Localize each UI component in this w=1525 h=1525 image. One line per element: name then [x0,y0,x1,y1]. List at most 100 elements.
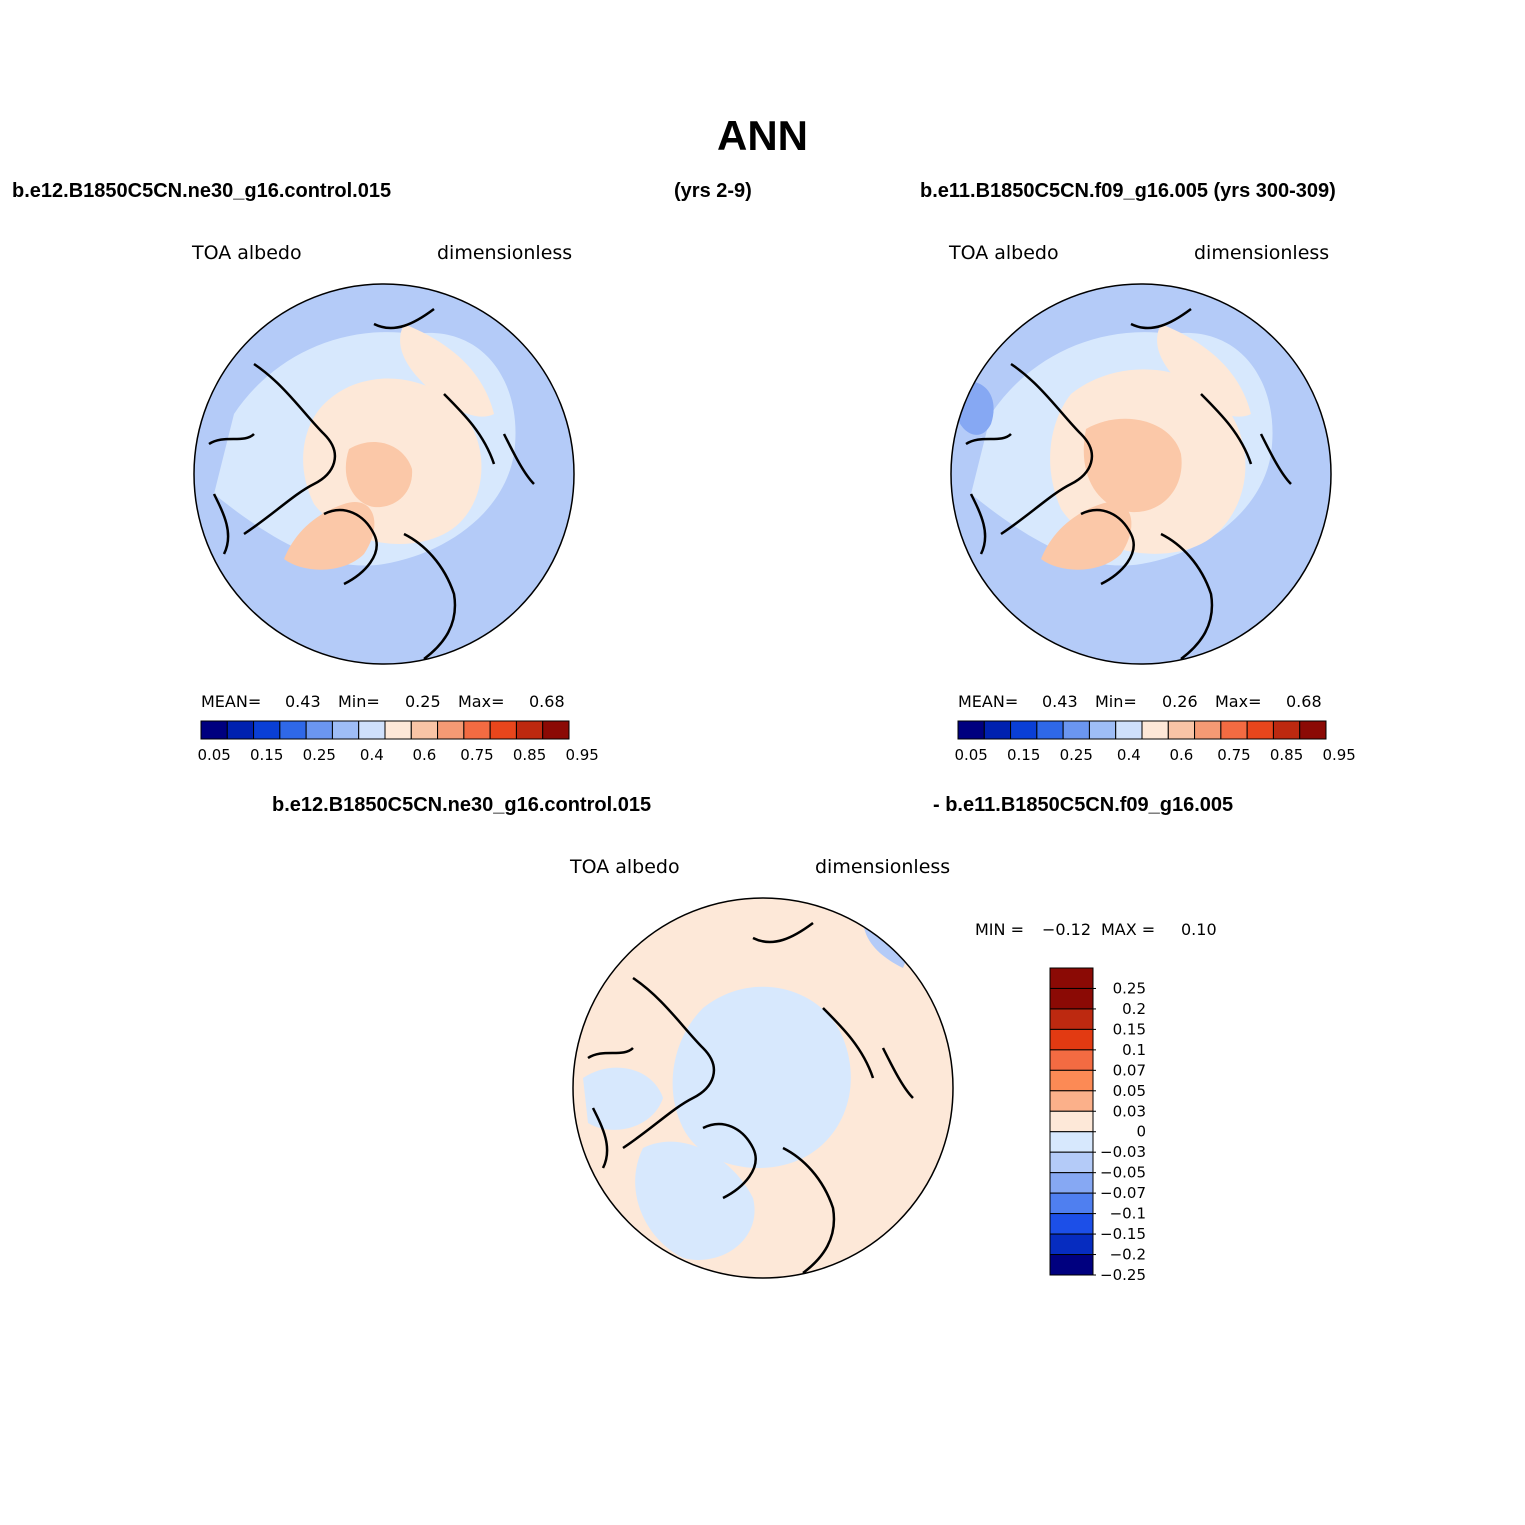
panel2-units-label: dimensionless [1194,242,1330,264]
panel1-min-label: Min= [338,692,380,711]
colorbar-segment [1194,720,1222,740]
panel2-mean-value: 0.43 [1042,692,1078,711]
colorbar-segment [384,720,412,740]
colorbar-tick-label: 0.1 [1122,1041,1146,1059]
colorbar-tick-label: −0.2 [1110,1246,1146,1264]
panel1-max-value: 0.68 [529,692,565,711]
colorbar-segment [1272,720,1301,740]
colorbar-tick-label: 0.6 [412,746,436,764]
colorbar-tick-label: 0.95 [565,746,598,764]
panel1-max-label: Max= [458,692,505,711]
colorbar-tick-label: −0.25 [1100,1266,1146,1284]
panel1-variable-label: TOA albedo [192,242,302,264]
panel2-polar-map [950,283,1332,665]
panel2-mean-label: MEAN= [958,692,1019,711]
colorbar-tick-label: 0.4 [1117,746,1141,764]
colorbar-segment [1115,720,1143,740]
siberia-region [1157,324,1251,417]
colorbar-segment [1246,720,1274,740]
colorbar-segment [253,720,281,740]
colorbar-tick-label: 0.75 [1217,746,1250,764]
colorbar-tick-label: 0.25 [303,746,336,764]
colorbar-segment [358,720,386,740]
colorbar-segment [437,720,465,740]
colorbar-segment [1049,1049,1094,1071]
colorbar-tick-label: 0.2 [1122,1000,1146,1018]
panel1-min-value: 0.25 [405,692,441,711]
diff-min-label: MIN = [975,920,1024,939]
arctic-diff-region [672,986,851,1168]
canada-diff-region [583,1067,663,1130]
colorbar-tick-label: 0.75 [460,746,493,764]
colorbar-tick-label: −0.05 [1100,1164,1146,1182]
coastline [965,307,1292,660]
colorbar-tick-label: 0.15 [1113,1020,1146,1038]
colorbar-segment [1010,720,1038,740]
colorbar-segment [279,720,307,740]
colorbar-segment [1036,720,1064,740]
panel2-min-label: Min= [1095,692,1137,711]
colorbar-tick-label: −0.1 [1110,1205,1146,1223]
colorbar-segment [515,720,544,740]
colorbar-tick-label: 0.4 [360,746,384,764]
colorbar-segment [1141,720,1169,740]
siberia-region [400,324,494,417]
panel1-units-label: dimensionless [437,242,573,264]
colorbar-segment [1049,1151,1094,1174]
coastline [587,921,914,1274]
colorbar-segment [1049,987,1094,1010]
colorbar-tick-label: 0.85 [513,746,546,764]
diff-case-name-left: b.e12.B1850C5CN.ne30_g16.control.015 [272,794,652,816]
panel1-colorbar: 0.05 0.15 0.25 0.4 0.6 0.75 0.85 0.95 [197,720,599,764]
colorbar-segment [489,720,517,740]
colorbar-segment [1049,967,1094,989]
colorbar-tick-label: 0.95 [1322,746,1355,764]
colorbar-tick-label: 0.03 [1113,1102,1146,1120]
colorbar-segment [410,720,439,740]
colorbar-tick-label: 0.85 [1270,746,1303,764]
colorbar-tick-label: 0.25 [1113,979,1146,997]
diff-case-name-right: - b.e11.B1850C5CN.f09_g16.005 [933,794,1234,816]
colorbar-segment [1299,720,1327,740]
panel1-mean-label: MEAN= [201,692,262,711]
colorbar-segment [1049,1069,1094,1092]
colorbar-segment [1049,1233,1094,1256]
colorbar-segment [1049,1213,1094,1235]
case-name-right: b.e11.B1850C5CN.f09_g16.005 (yrs 300-309… [920,180,1336,202]
diff-max-value: 0.10 [1181,920,1217,939]
panel2-min-value: 0.26 [1162,692,1198,711]
colorbar-segment [1220,720,1248,740]
diff-colorbar: 0.25 0.2 0.15 0.1 0.07 0.05 0.03 0 −0.03 −0.05 −0.… [1049,967,1146,1284]
colorbar-segment [1049,1028,1094,1051]
colorbar-tick-label: 0.05 [954,746,987,764]
colorbar-segment [1049,1008,1094,1030]
colorbar-tick-label: 0 [1136,1123,1146,1141]
atlantic-diff-region [635,1141,755,1260]
panel2-variable-label: TOA albedo [949,242,1059,264]
colorbar-tick-label: 0.05 [1113,1082,1146,1100]
years-label: (yrs 2-9) [674,180,752,202]
diff-min-value: −0.12 [1042,920,1092,939]
colorbar-tick-label: −0.15 [1100,1225,1146,1243]
colorbar-segment [983,720,1012,740]
colorbar-segment [1049,1090,1094,1112]
diff-polar-map [572,897,954,1279]
colorbar-segment [200,720,228,740]
colorbar-segment [1167,720,1196,740]
diff-units-label: dimensionless [815,856,951,878]
panel1-mean-value: 0.43 [285,692,321,711]
greenland-region [284,502,375,570]
colorbar-segment [1049,1131,1094,1153]
colorbar-segment [226,720,255,740]
coastline [208,307,535,660]
colorbar-segment [1049,1254,1094,1276]
central-arctic-region [1083,418,1182,513]
panel2-max-label: Max= [1215,692,1262,711]
plot-title: ANN [717,112,808,159]
colorbar-tick-label: 0.15 [250,746,283,764]
colorbar-tick-label: −0.03 [1100,1143,1146,1161]
colorbar-segment [305,720,333,740]
colorbar-tick-label: 0.15 [1007,746,1040,764]
central-arctic-region [345,441,413,508]
diff-max-label: MAX = [1101,920,1156,939]
